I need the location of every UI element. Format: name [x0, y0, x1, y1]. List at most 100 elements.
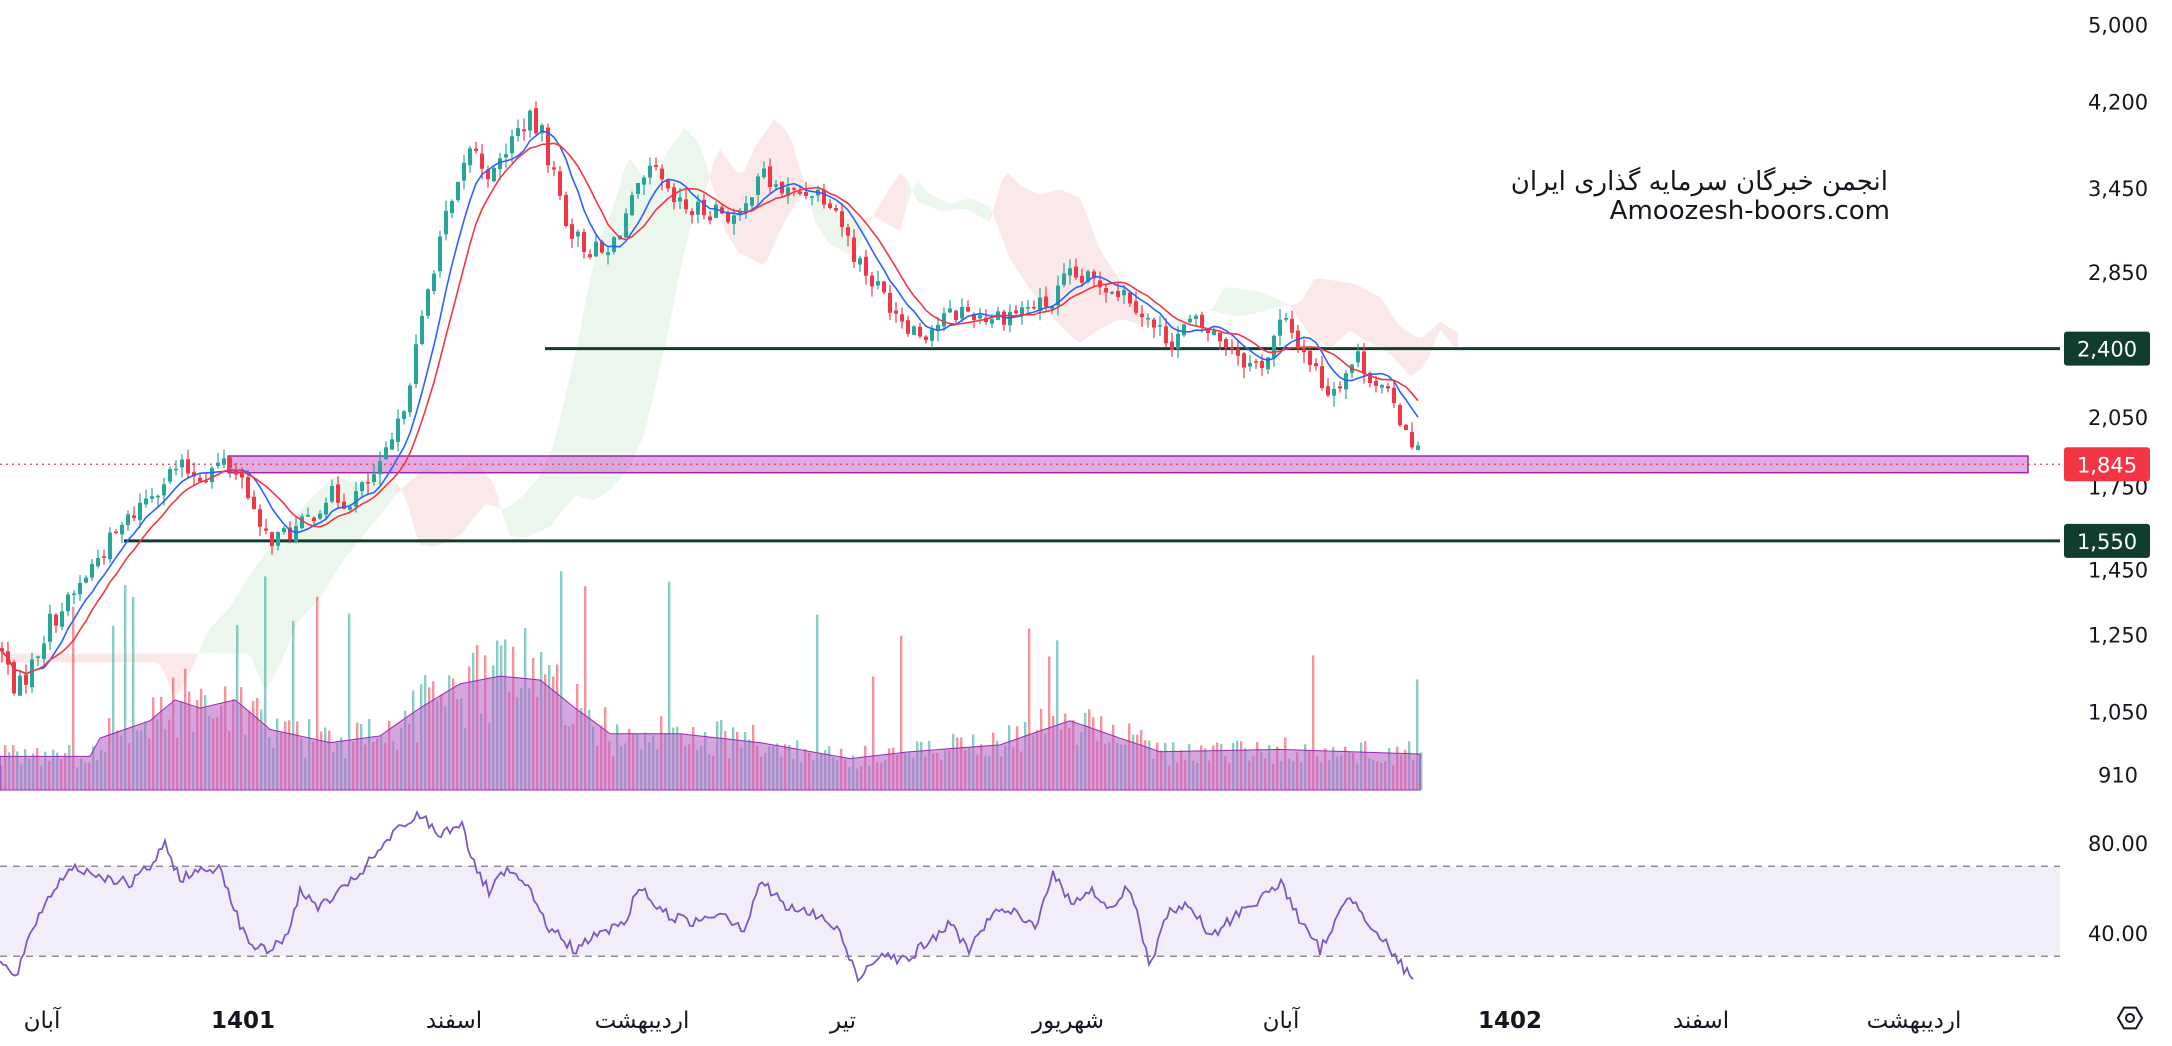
candle-body	[774, 184, 778, 187]
candle-body	[1380, 384, 1384, 388]
candle-body	[678, 197, 682, 202]
candle-body	[486, 169, 490, 180]
candle-body	[894, 310, 898, 314]
cloud-segment	[654, 166, 660, 393]
candle-body	[660, 168, 664, 180]
cloud-segment	[210, 622, 216, 654]
candle-body	[948, 308, 952, 313]
candle-body	[966, 306, 970, 312]
candle-body	[1152, 319, 1156, 328]
candle-body	[18, 675, 22, 696]
candle-body	[1176, 333, 1180, 349]
cloud-segment	[666, 145, 672, 343]
cloud-segment	[570, 351, 576, 502]
cloud-segment	[516, 496, 522, 538]
candle-body	[1398, 405, 1402, 426]
candle-body	[78, 583, 82, 595]
candle-body	[642, 177, 646, 185]
cloud-segment	[642, 175, 648, 440]
candle-body	[306, 514, 310, 517]
candle-body	[714, 204, 718, 218]
cloud-segment	[204, 628, 210, 654]
candle-body	[504, 154, 508, 158]
volume-bar	[1420, 752, 1423, 790]
candle-body	[540, 125, 544, 134]
cloud-segment	[1026, 188, 1032, 292]
cloud-segment	[66, 653, 72, 663]
volume-average-area	[0, 675, 1421, 791]
cloud-segment	[918, 182, 924, 205]
candle-body	[432, 273, 436, 292]
candle-body	[570, 224, 574, 239]
candle-body	[624, 213, 628, 238]
cloud-segment	[1422, 332, 1428, 369]
cloud-segment	[414, 472, 420, 545]
candle-body	[414, 344, 418, 385]
cloud-segment	[492, 481, 498, 508]
cloud-segment	[834, 213, 840, 250]
candle-body	[390, 439, 394, 450]
hexagon-settings-icon	[2116, 1006, 2144, 1030]
cloud-segment	[480, 466, 486, 511]
candle-body	[858, 258, 862, 265]
candle-body	[852, 237, 856, 262]
candle-body	[354, 491, 358, 507]
cloud-segment	[1110, 265, 1116, 324]
cloud-segment	[198, 639, 204, 654]
candle-body	[690, 211, 694, 216]
cloud-segment	[1338, 281, 1344, 342]
candlesticks	[0, 101, 1420, 697]
cloud-segment	[690, 132, 696, 229]
candle-body	[1146, 318, 1150, 320]
candle-body	[864, 256, 868, 276]
candle-body	[210, 468, 214, 483]
time-axis-label: اردیبهشت	[1867, 1008, 1962, 1034]
candle-body	[888, 292, 892, 313]
cloud-segment	[1386, 305, 1392, 356]
cloud-segment	[792, 141, 798, 210]
cloud-segment	[300, 503, 306, 620]
candle-body	[522, 129, 526, 132]
candle-body	[1026, 306, 1030, 309]
candle-body	[510, 136, 514, 154]
candle-body	[396, 418, 400, 442]
volume-bar	[316, 596, 319, 790]
candle-body	[720, 207, 724, 214]
cloud-segment	[798, 162, 804, 200]
cloud-segment	[450, 471, 456, 541]
candle-body	[48, 613, 52, 642]
candle-body	[90, 564, 94, 578]
candle-body	[378, 461, 382, 475]
candle-body	[1218, 332, 1222, 342]
candle-body	[1182, 324, 1186, 336]
candle-body	[702, 199, 706, 216]
price-tick-label: 2,850	[2088, 261, 2148, 285]
candle-body	[30, 659, 34, 688]
candle-body	[1278, 319, 1282, 336]
candle-body	[1128, 292, 1132, 304]
cloud-segment	[90, 653, 96, 663]
cloud-segment	[1230, 287, 1236, 317]
cloud-segment	[258, 555, 264, 690]
chart-settings-button[interactable]	[2116, 1006, 2144, 1030]
candle-body	[636, 183, 640, 194]
support-badge-label: 1,550	[2077, 530, 2137, 554]
candle-body	[576, 231, 580, 237]
cloud-segment	[144, 653, 150, 663]
candle-body	[408, 385, 412, 413]
cloud-segment	[408, 477, 414, 529]
price-tick-label: 910	[2098, 763, 2138, 787]
candle-body	[768, 166, 772, 187]
cloud-segment	[930, 193, 936, 210]
cloud-segment	[756, 136, 762, 265]
cloud-segment	[1398, 323, 1404, 370]
watermark-url: Amoozesh-boors.com	[1610, 196, 1890, 226]
cloud-segment	[222, 609, 228, 654]
cloud-segment	[12, 653, 18, 663]
cloud-segment	[1098, 244, 1104, 331]
rsi-tick-label: 80.00	[2088, 832, 2148, 856]
candle-body	[732, 215, 736, 224]
cloud-segment	[588, 262, 594, 501]
cloud-segment	[1278, 299, 1284, 308]
